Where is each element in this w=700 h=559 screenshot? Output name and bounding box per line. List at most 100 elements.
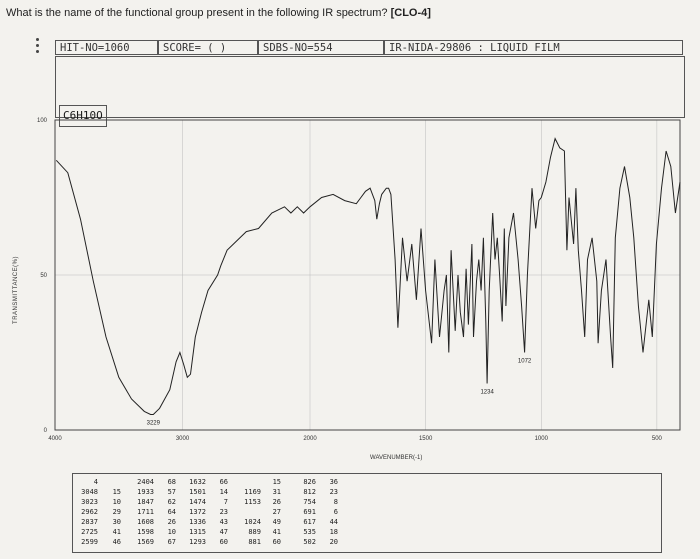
question-tag: [CLO-4] [390,7,431,19]
peak-table-cell: 1711 [137,508,154,516]
peak-annotation: 1072 [518,359,532,365]
peak-table-cell: 1293 [189,538,206,546]
peak-table-cell: 62 [168,498,176,506]
peak-table-cell: 68 [168,478,176,486]
peak-table-cell: 1847 [137,498,154,506]
peak-table-cell: 44 [330,518,338,526]
peak-table-cell: 1598 [137,528,154,536]
peak-table-cell: 49 [273,518,281,526]
y-tick-labels: 0 50 100 [37,118,48,434]
chart-axes [54,119,681,431]
peak-table-cell: 26 [168,518,176,526]
peak-table-cell: 7 [224,498,228,506]
question-text: What is the name of the functional group… [6,7,431,19]
peak-table-cell: 535 [303,528,316,536]
peak-annotation: 1234 [480,390,494,396]
peak-table-cell: 3023 [81,498,98,506]
peak-table-cell: 10 [113,498,121,506]
y-tick-label: 0 [44,428,48,434]
peak-table-cell: 2837 [81,518,98,526]
spectrum-line [55,137,681,415]
sdbs-number: SDBS-NO=554 [258,40,384,55]
peak-table-cell: 23 [220,508,228,516]
peak-table-cell: 691 [303,508,316,516]
peak-annotations: 3229 1234 1072 [147,359,532,427]
spectrum-header: HIT-NO=1060 SCORE= ( ) SDBS-NO=554 IR-NI… [55,40,683,56]
peak-table-cell: 1569 [137,538,154,546]
peak-table-cell: 2725 [81,528,98,536]
peak-table-cell: 1474 [189,498,206,506]
peak-table-cell: 30 [113,518,121,526]
y-tick-label: 50 [40,273,47,279]
plot-frame [54,119,681,431]
peak-table-cell: 41 [113,528,121,536]
peak-table-cell: 1315 [189,528,206,536]
x-tick-label: 4000 [48,436,62,442]
peak-table-cell: 1169 [244,488,261,496]
molecular-formula: C6H10O [59,105,107,127]
peak-table-cell: 60 [273,538,281,546]
peak-table-cell: 881 [248,538,261,546]
peak-table-cell: 1336 [189,518,206,526]
peak-table-cell: 2404 [137,478,154,486]
peak-table-cell: 27 [273,508,281,516]
peak-table-cell: 23 [330,488,338,496]
peak-table-cell: 502 [303,538,316,546]
hit-number: HIT-NO=1060 [55,40,158,55]
peak-table-cell: 14 [220,488,228,496]
peak-table-cell: 31 [273,488,281,496]
peak-table: 4 3048 3023 2962 2837 2725 2599 15 10 29 30 41 46 240… [72,473,662,553]
more-options-icon[interactable] [32,38,42,53]
x-tick-label: 3000 [176,436,190,442]
peak-table-cell: 15 [273,478,281,486]
peak-table-cell: 66 [220,478,228,486]
peak-table-cell: 4 [94,478,98,486]
x-tick-label: 1500 [419,436,433,442]
peak-table-cell: 889 [248,528,261,536]
peak-table-cell: 15 [113,488,121,496]
peak-table-cell: 20 [330,538,338,546]
peak-table-cell: 1933 [137,488,154,496]
x-tick-label: 1000 [535,436,549,442]
y-tick-label: 100 [37,118,48,124]
peak-table-cell: 43 [220,518,228,526]
peak-table-cell: 26 [273,498,281,506]
peak-table-cell: 67 [168,538,176,546]
peak-table-cell: 1501 [189,488,206,496]
peak-table-cell: 1608 [137,518,154,526]
peak-table-cell: 18 [330,528,338,536]
peak-table-cell: 64 [168,508,176,516]
peak-table-cell: 1153 [244,498,261,506]
peak-table-cell: 10 [168,528,176,536]
peak-table-cell: 46 [113,538,121,546]
peak-table-cell: 57 [168,488,176,496]
x-tick-label: 500 [652,436,663,442]
peak-table-cell: 1372 [189,508,206,516]
peak-table-cell: 1632 [189,478,206,486]
peak-table-cell: 8 [334,498,338,506]
peak-table-cell: 36 [330,478,338,486]
peak-table-cell: 29 [113,508,121,516]
x-axis-title: WAVENUMBER(-1) [370,455,422,461]
peak-table-cell: 754 [303,498,316,506]
formula-panel: C6H10O [55,56,685,127]
peak-table-values: 4 3048 3023 2962 2837 2725 2599 15 10 29 30 41 46 240… [81,478,338,546]
x-tick-labels: 4000 3000 2000 1500 1000 500 [48,436,662,442]
question-body: What is the name of the functional group… [6,7,388,19]
peak-annotation: 3229 [147,421,161,427]
chart-grid [54,119,680,431]
peak-table-cell: 60 [220,538,228,546]
peak-table-cell: 2962 [81,508,98,516]
peak-table-cell: 812 [303,488,316,496]
score-field: SCORE= ( ) [158,40,258,55]
peak-table-cell: 826 [303,478,316,486]
peak-table-cell: 1024 [244,518,261,526]
peak-table-cell: 41 [273,528,281,536]
ir-sample-info: IR-NIDA-29806 : LIQUID FILM [384,40,683,55]
peak-table-cell: 617 [303,518,316,526]
peak-table-cell: 47 [220,528,228,536]
peak-table-cell: 2599 [81,538,98,546]
peak-table-cell: 3048 [81,488,98,496]
x-tick-label: 2000 [303,436,317,442]
